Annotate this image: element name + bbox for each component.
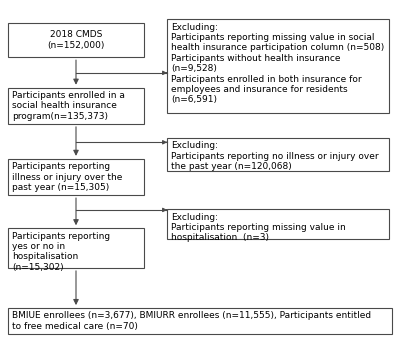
FancyBboxPatch shape xyxy=(8,308,392,334)
FancyBboxPatch shape xyxy=(8,228,144,268)
FancyBboxPatch shape xyxy=(167,209,389,239)
FancyBboxPatch shape xyxy=(167,19,389,113)
FancyBboxPatch shape xyxy=(8,23,144,57)
Text: Excluding:
Participants reporting missing value in
hospitalisation  (n=3): Excluding: Participants reporting missin… xyxy=(171,212,346,242)
FancyBboxPatch shape xyxy=(8,88,144,124)
Text: Participants reporting
illness or injury over the
past year (n=15,305): Participants reporting illness or injury… xyxy=(12,162,122,192)
Text: Participants enrolled in a
social health insurance
program(n=135,373): Participants enrolled in a social health… xyxy=(12,91,125,121)
FancyBboxPatch shape xyxy=(8,159,144,195)
Text: Participants reporting
yes or no in
hospitalisation
(n=15,302): Participants reporting yes or no in hosp… xyxy=(12,232,110,272)
Text: Excluding:
Participants reporting missing value in social
health insurance parti: Excluding: Participants reporting missin… xyxy=(171,23,384,104)
Text: Excluding:
Participants reporting no illness or injury over
the past year (n=120: Excluding: Participants reporting no ill… xyxy=(171,142,379,171)
Text: BMIUE enrollees (n=3,677), BMIURR enrollees (n=11,555), Participants entitled
to: BMIUE enrollees (n=3,677), BMIURR enroll… xyxy=(12,312,371,331)
Text: 2018 CMDS
(n=152,000): 2018 CMDS (n=152,000) xyxy=(47,30,105,50)
FancyBboxPatch shape xyxy=(167,138,389,171)
